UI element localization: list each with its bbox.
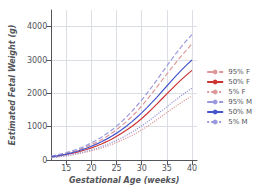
svg-text:95% F: 95% F — [228, 68, 250, 76]
svg-text:50% M: 50% M — [228, 108, 252, 116]
svg-text:Gestational Age (weeks): Gestational Age (weeks) — [69, 176, 179, 185]
svg-text:15: 15 — [61, 164, 71, 173]
svg-text:35: 35 — [162, 164, 172, 173]
svg-text:25: 25 — [111, 164, 121, 173]
svg-text:1000: 1000 — [27, 122, 47, 131]
svg-text:2000: 2000 — [27, 89, 47, 98]
svg-text:Estimated Fetal Weight (g): Estimated Fetal Weight (g) — [8, 25, 17, 146]
svg-text:30: 30 — [137, 164, 147, 173]
svg-text:5% M: 5% M — [228, 118, 247, 126]
svg-text:20: 20 — [86, 164, 96, 173]
svg-text:50% F: 50% F — [228, 78, 250, 86]
svg-text:95% M: 95% M — [228, 98, 252, 106]
svg-text:0: 0 — [42, 156, 47, 165]
svg-text:40: 40 — [187, 164, 197, 173]
svg-text:3000: 3000 — [27, 56, 47, 65]
svg-text:4000: 4000 — [27, 22, 47, 31]
svg-text:5% F: 5% F — [228, 88, 245, 96]
